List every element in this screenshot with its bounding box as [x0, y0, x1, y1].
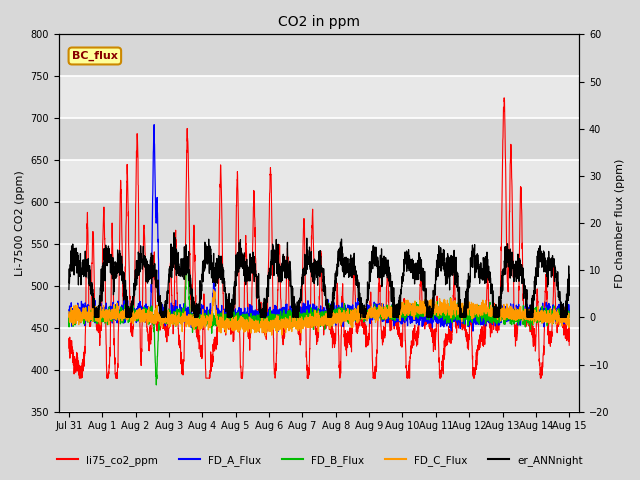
Legend: li75_co2_ppm, FD_A_Flux, FD_B_Flux, FD_C_Flux, er_ANNnight: li75_co2_ppm, FD_A_Flux, FD_B_Flux, FD_C… — [52, 451, 588, 470]
Bar — [59, 370, 579, 412]
Title: CO2 in ppm: CO2 in ppm — [278, 15, 360, 29]
Bar — [59, 202, 579, 244]
Bar — [59, 286, 579, 328]
Bar — [59, 35, 579, 76]
Bar — [59, 118, 579, 160]
Y-axis label: Li-7500 CO2 (ppm): Li-7500 CO2 (ppm) — [15, 170, 25, 276]
Text: BC_flux: BC_flux — [72, 51, 118, 61]
Y-axis label: FD chamber flux (ppm): FD chamber flux (ppm) — [615, 158, 625, 288]
